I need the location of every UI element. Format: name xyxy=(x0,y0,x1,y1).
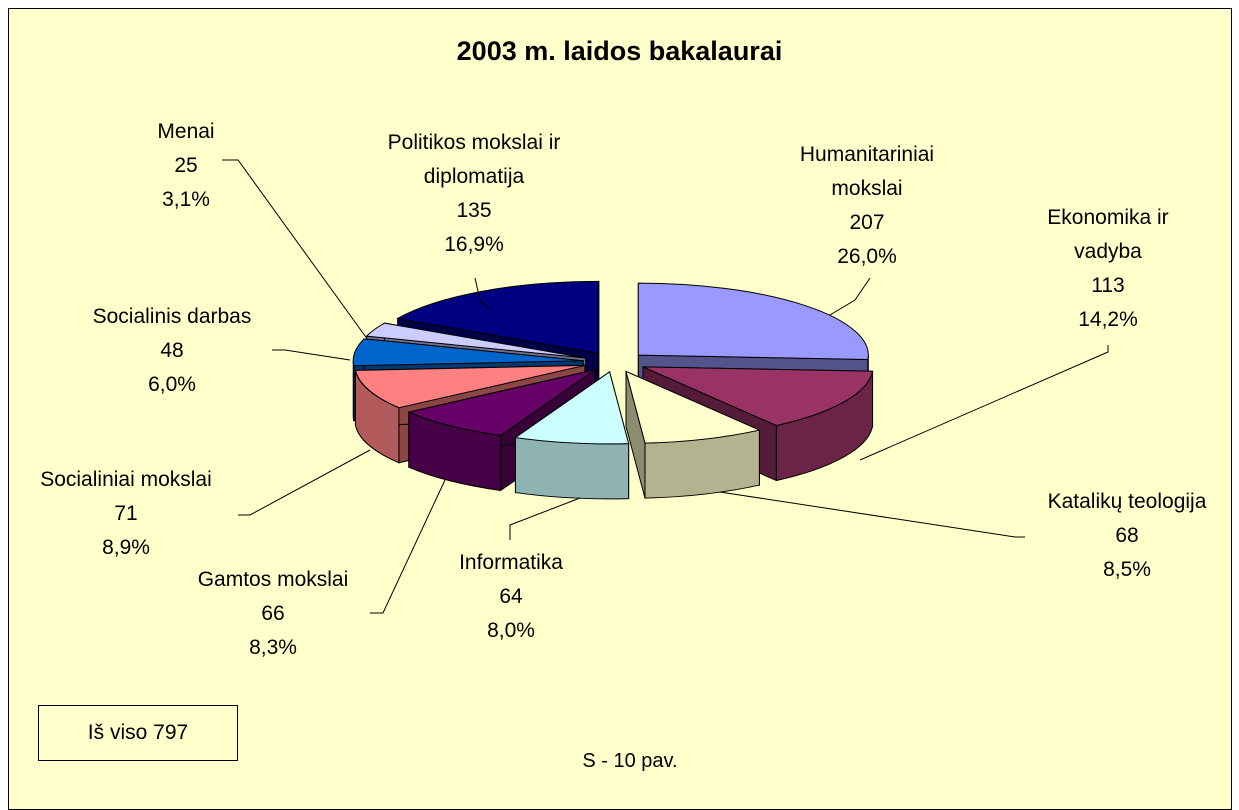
total-box: Iš viso 797 xyxy=(38,705,238,761)
label-value: 48 xyxy=(57,334,287,368)
slice-top xyxy=(638,283,868,359)
label-value: 135 xyxy=(349,194,599,228)
leader-line xyxy=(238,450,370,515)
page: {"chart_data": {"type": "pie3d", "title"… xyxy=(0,0,1239,789)
label-name: Socialiniai mokslai xyxy=(6,463,246,497)
label-value: 66 xyxy=(168,597,378,631)
label-percent: 3,1% xyxy=(131,183,241,217)
slice-wall xyxy=(515,438,628,499)
label-value: 113 xyxy=(1028,269,1188,303)
label-value: 207 xyxy=(782,206,952,240)
label-percent: 8,5% xyxy=(1012,553,1239,587)
label-name: Informatika xyxy=(426,546,596,580)
leader-line xyxy=(510,498,580,540)
leader-line xyxy=(860,345,1108,460)
label-name: Menai xyxy=(131,115,241,149)
leader-line xyxy=(720,492,1025,537)
label-value: 71 xyxy=(6,497,246,531)
label-percent: 8,0% xyxy=(426,614,596,648)
label-percent: 8,9% xyxy=(6,531,246,565)
label-percent: 16,9% xyxy=(349,228,599,262)
label-name: Gamtos mokslai xyxy=(168,563,378,597)
label-name: Socialinis darbas xyxy=(57,300,287,334)
label-value: 25 xyxy=(131,149,241,183)
label-percent: 6,0% xyxy=(57,368,287,402)
slice-wall xyxy=(353,361,354,421)
leader-line xyxy=(830,278,870,315)
label-percent: 26,0% xyxy=(782,240,952,274)
label-name: Katalikų teologija xyxy=(1012,485,1239,519)
label-name: Humanitariniai mokslai xyxy=(782,138,952,206)
label-name: Politikos mokslai ir diplomatija xyxy=(349,126,599,194)
label-percent: 14,2% xyxy=(1028,303,1188,337)
label-value: 64 xyxy=(426,580,596,614)
label-percent: 8,3% xyxy=(168,631,378,665)
label-name: Ekonomika ir vadyba xyxy=(1028,201,1188,269)
caption: S - 10 pav. xyxy=(530,750,730,773)
label-value: 68 xyxy=(1012,519,1239,553)
